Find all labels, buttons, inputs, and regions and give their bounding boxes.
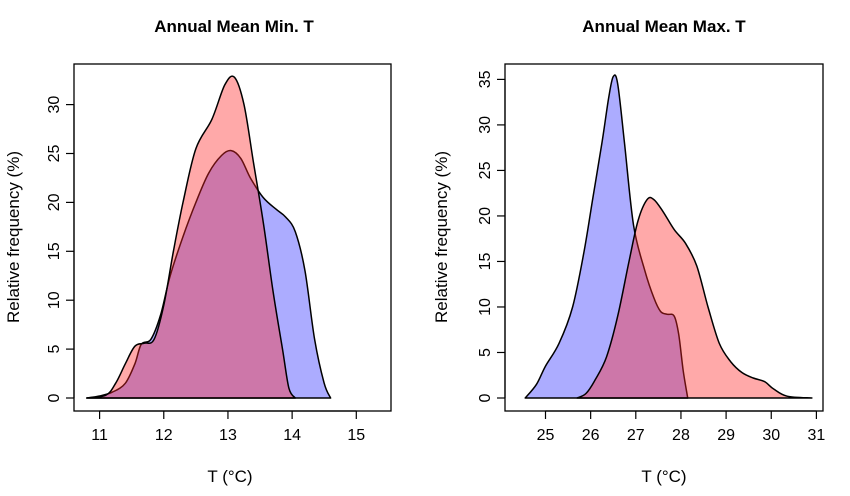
x-axis: 11 12 13 14 15 <box>91 410 365 444</box>
y-axis: 0 5 10 15 20 25 30 35 <box>477 70 506 402</box>
x-tick-label: 29 <box>717 427 735 444</box>
density-areas <box>86 75 332 399</box>
chart-title: Annual Mean Min. T <box>154 17 314 36</box>
density-series-1 <box>86 75 297 399</box>
density-areas <box>524 74 813 399</box>
density-series-0 <box>86 149 332 399</box>
x-tick-label: 12 <box>155 427 173 444</box>
x-tick-label: 11 <box>91 427 108 444</box>
y-tick-label: 0 <box>46 393 63 402</box>
y-tick-label: 25 <box>477 161 494 179</box>
y-tick-label: 5 <box>46 345 63 354</box>
y-tick-label: 25 <box>46 145 63 163</box>
y-tick-label: 10 <box>46 291 63 309</box>
x-tick-label: 26 <box>582 427 600 444</box>
y-tick-label: 15 <box>46 242 63 260</box>
chart-panel-max-t: Annual Mean Max. T 25 26 27 28 29 30 31 0 5 10 15… <box>432 17 825 486</box>
y-tick-label: 20 <box>477 207 494 225</box>
y-tick-label: 35 <box>477 70 494 88</box>
x-tick-label: 13 <box>219 427 237 444</box>
x-tick-label: 27 <box>627 427 645 444</box>
x-tick-label: 25 <box>537 427 555 444</box>
x-tick-label: 30 <box>762 427 780 444</box>
chart-panel-min-t: Annual Mean Min. T 11 12 13 14 15 0 5 10 15 20 25… <box>4 17 392 486</box>
y-tick-label: 30 <box>477 116 494 134</box>
y-axis-label: Relative frequency (%) <box>432 151 451 323</box>
x-axis-label: T (°C) <box>641 467 686 486</box>
density-series-1 <box>576 196 813 399</box>
y-axis-label: Relative frequency (%) <box>4 151 23 323</box>
y-tick-label: 5 <box>477 348 494 357</box>
x-tick-label: 14 <box>283 427 301 444</box>
density-series-0 <box>524 74 689 399</box>
x-axis: 25 26 27 28 29 30 31 <box>537 410 826 444</box>
x-tick-label: 28 <box>672 427 690 444</box>
y-tick-label: 10 <box>477 298 494 316</box>
x-tick-label: 15 <box>347 427 365 444</box>
y-tick-label: 20 <box>46 193 63 211</box>
x-tick-label: 31 <box>808 427 826 444</box>
x-axis-label: T (°C) <box>207 467 252 486</box>
y-axis: 0 5 10 15 20 25 30 <box>46 96 75 402</box>
y-tick-label: 30 <box>46 96 63 114</box>
chart-title: Annual Mean Max. T <box>582 17 746 36</box>
y-tick-label: 15 <box>477 252 494 270</box>
y-tick-label: 0 <box>477 393 494 402</box>
